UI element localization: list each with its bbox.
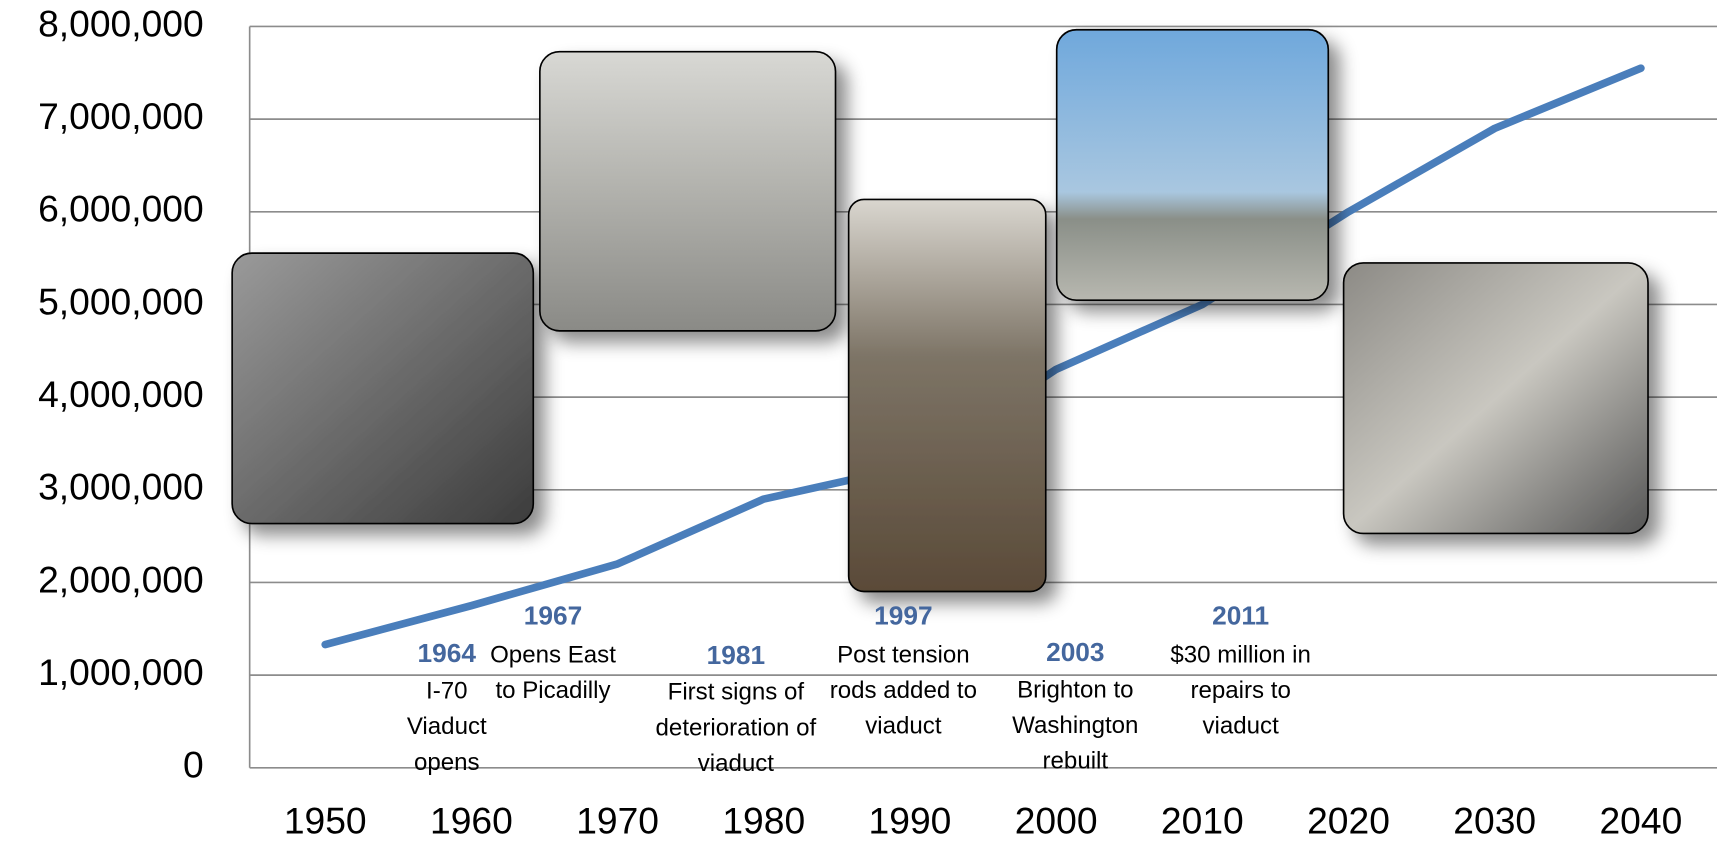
y-tick-label: 0 — [183, 744, 204, 786]
y-tick-label: 7,000,000 — [38, 95, 204, 137]
x-tick-label: 1950 — [284, 799, 367, 841]
annotation-text: Washington — [1012, 712, 1138, 739]
y-tick-label: 4,000,000 — [38, 373, 204, 415]
annotation-text: viaduct — [865, 713, 942, 740]
annotation-text: Brighton to — [1017, 676, 1133, 703]
x-tick-label: 2000 — [1015, 799, 1098, 841]
annotation-year: 2003 — [1046, 637, 1104, 667]
annotation-text: viaduct — [1203, 713, 1280, 740]
page: 0 1,000,000 2,000,000 3,000,000 4,000,000 5,0… — [0, 0, 1717, 849]
annotation-text: rebuilt — [1043, 748, 1109, 775]
photos — [232, 30, 1648, 592]
annotation-text: I-70 — [426, 678, 468, 705]
annotation-text: $30 million in — [1170, 641, 1311, 668]
annotation-text: repairs to — [1190, 677, 1290, 704]
photo — [1057, 30, 1329, 300]
y-tick-label: 1,000,000 — [38, 651, 204, 693]
x-tick-label: 1990 — [869, 799, 952, 841]
annotation-year: 1981 — [707, 640, 765, 670]
annotation-text: Viaduct — [407, 713, 487, 740]
annotation-text: to Picadilly — [495, 677, 610, 704]
annotation-text: viaduct — [698, 750, 775, 777]
annotation-year: 1967 — [524, 601, 582, 631]
y-tick-label: 3,000,000 — [38, 466, 204, 508]
photo — [1344, 263, 1648, 533]
annotation-text: opens — [414, 749, 480, 776]
photo — [540, 52, 836, 331]
x-tick-label: 2010 — [1161, 799, 1244, 841]
annotation-year: 2011 — [1212, 601, 1269, 631]
x-tick-label: 2030 — [1453, 799, 1536, 841]
annotation-text: Post tension — [837, 641, 970, 668]
x-tick-label: 2040 — [1599, 799, 1682, 841]
y-tick-label: 6,000,000 — [38, 188, 204, 230]
x-tick-label: 1960 — [430, 799, 513, 841]
x-tick-label: 1970 — [576, 799, 659, 841]
x-tick-label: 2020 — [1307, 799, 1390, 841]
annotation-text: rods added to — [830, 677, 977, 704]
annotation-year: 1964 — [418, 638, 477, 668]
annotation-text: deterioration of — [656, 714, 817, 741]
y-tick-label: 5,000,000 — [38, 280, 204, 322]
annotation-year: 1997 — [874, 601, 932, 631]
y-tick-label: 8,000,000 — [38, 2, 204, 44]
x-tick-label: 1980 — [722, 799, 805, 841]
photo — [849, 199, 1046, 591]
y-tick-label: 2,000,000 — [38, 558, 204, 600]
annotation-text: Opens East — [490, 641, 616, 668]
annotation-text: First signs of — [668, 679, 805, 706]
chart: 0 1,000,000 2,000,000 3,000,000 4,000,000 5,0… — [0, 0, 1717, 849]
photo — [232, 253, 533, 523]
